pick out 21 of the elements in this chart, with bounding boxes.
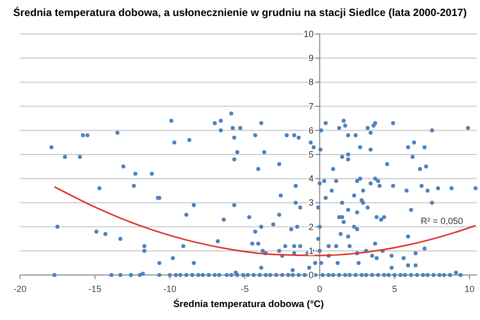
y-tick-label: 3 bbox=[308, 198, 314, 208]
chart-title: Średnia temperatura dobowa, a usłonecznienie w grudniu na stacji Siedlce (lata 2000-2017) bbox=[13, 6, 467, 19]
x-axis-title: Średnia temperatura dobowa (°C) bbox=[173, 298, 324, 310]
y-tick-label: 9 bbox=[308, 53, 314, 64]
x-tick-label: 10 bbox=[464, 284, 475, 294]
x-tick-label: 0 bbox=[317, 284, 322, 294]
y-tick-label: 0 bbox=[308, 270, 314, 280]
y-tick-label: 6 bbox=[308, 125, 314, 136]
x-tick-label: -10 bbox=[163, 284, 176, 294]
annotation: R² = 0,050 bbox=[420, 216, 463, 226]
y-tick-label: 4 bbox=[308, 174, 314, 184]
x-tick-label: 5 bbox=[392, 284, 398, 294]
x-tick-label: -15 bbox=[88, 284, 102, 294]
x-tick-label: -5 bbox=[240, 284, 249, 294]
y-tick-label: 2 bbox=[308, 222, 314, 232]
line-series bbox=[54, 186, 476, 256]
x-tick-label: -20 bbox=[13, 284, 27, 294]
y-tick-label: 10 bbox=[304, 29, 314, 39]
y-tick-label: 7 bbox=[308, 101, 314, 112]
y-tick-label: 8 bbox=[308, 77, 314, 88]
y-tick-label: 5 bbox=[308, 150, 314, 160]
